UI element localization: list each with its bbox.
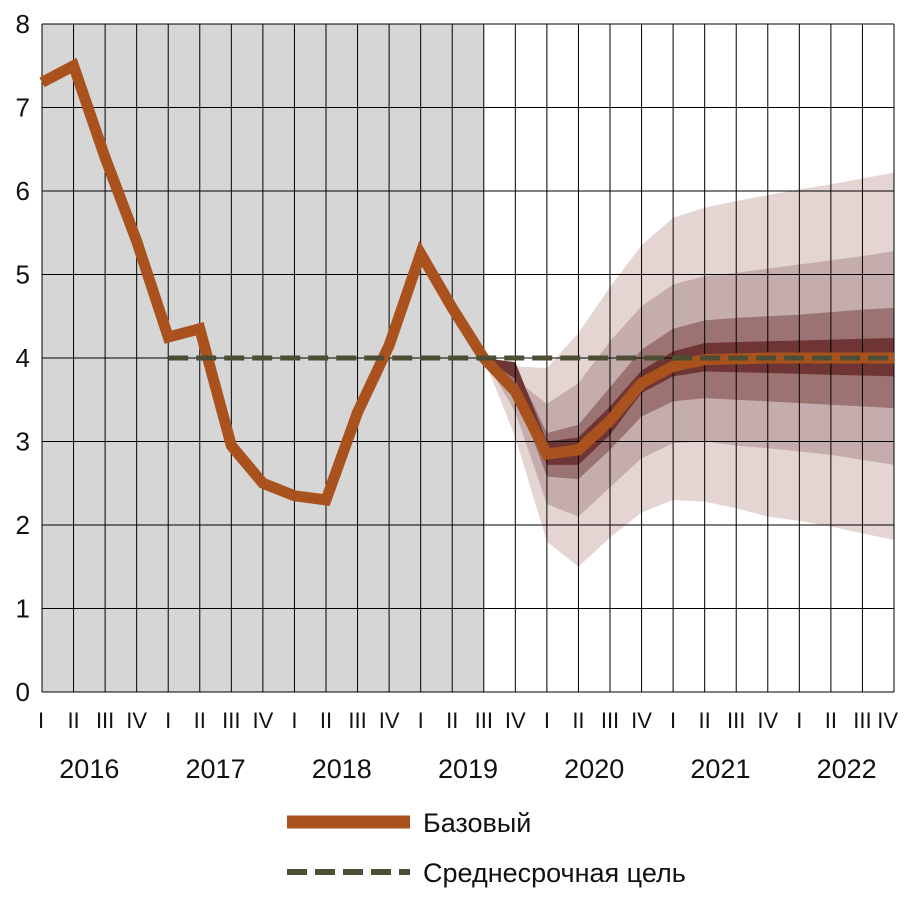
y-tick-label: 4 (16, 343, 30, 373)
y-tick-label: 1 (16, 594, 30, 624)
y-axis-tick-labels: 0 1 2 3 4 5 6 7 8 (16, 9, 30, 707)
y-tick-label: 2 (16, 510, 30, 540)
forecast-fan (483, 172, 894, 567)
x-axis-year-labels: 2016 2017 2018 2019 2020 2021 2022 (59, 754, 876, 784)
quarter-label: II (320, 708, 332, 733)
quarter-label: IV (252, 708, 273, 733)
fan-band-inner (483, 337, 894, 465)
baseline-line (39, 57, 894, 506)
quarter-label: III (96, 708, 114, 733)
x-axis-quarter-labels: I II III IV I II III IV I II III IV I II III IV I II III IV… (38, 708, 898, 733)
y-tick-label: 6 (16, 176, 30, 206)
quarter-label: II (194, 708, 206, 733)
y-tick-label: 7 (16, 93, 30, 123)
quarter-label: III (727, 708, 745, 733)
quarter-label: II (825, 708, 837, 733)
year-label: 2019 (438, 754, 498, 784)
year-label: 2018 (312, 754, 372, 784)
legend-label: Базовый (423, 808, 531, 838)
quarter-label: IV (877, 708, 898, 733)
quarter-label: I (670, 708, 676, 733)
legend-label: Среднесрочная цель (423, 858, 686, 888)
quarter-label: IV (757, 708, 778, 733)
series-lines (39, 57, 894, 506)
y-tick-label: 3 (16, 427, 30, 457)
quarter-label: I (544, 708, 550, 733)
legend: Базовый Среднесрочная цель (287, 808, 686, 888)
quarter-label: IV (631, 708, 652, 733)
year-label: 2022 (817, 754, 877, 784)
quarter-label: IV (126, 708, 147, 733)
year-label: 2020 (564, 754, 624, 784)
y-tick-label: 8 (16, 9, 30, 39)
year-label: 2017 (186, 754, 246, 784)
quarter-label: I (38, 708, 44, 733)
quarter-label: II (572, 708, 584, 733)
quarter-label: II (446, 708, 458, 733)
quarter-label: I (418, 708, 424, 733)
quarter-label: III (475, 708, 493, 733)
y-tick-label: 0 (16, 677, 30, 707)
year-label: 2021 (690, 754, 750, 784)
quarter-label: III (853, 708, 871, 733)
quarter-label: IV (379, 708, 400, 733)
quarter-label: III (222, 708, 240, 733)
quarter-label: III (348, 708, 366, 733)
quarter-label: I (165, 708, 171, 733)
quarter-label: II (699, 708, 711, 733)
quarter-label: I (796, 708, 802, 733)
y-tick-label: 5 (16, 260, 30, 290)
quarter-label: III (601, 708, 619, 733)
quarter-label: I (291, 708, 297, 733)
quarter-label: IV (505, 708, 526, 733)
quarter-label: II (67, 708, 79, 733)
year-label: 2016 (59, 754, 119, 784)
